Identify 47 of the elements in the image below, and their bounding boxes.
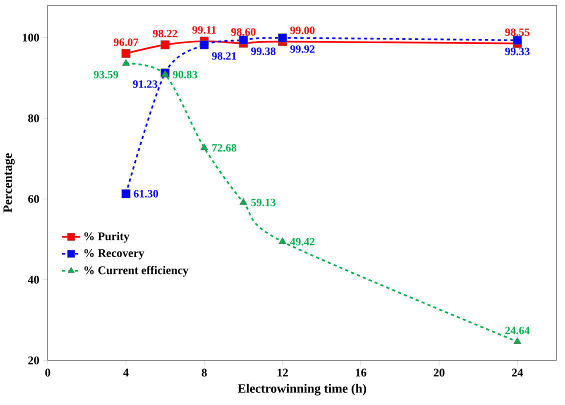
point [512,36,522,45]
legend-label: % Purity [84,232,130,243]
data-label: 59.13 [251,198,276,206]
data-label: 99.11 [192,26,216,34]
y-tick-label: 20 [28,356,39,364]
legend-label: % Current efficiency [84,266,188,277]
point [513,337,522,344]
y-tick-label: 60 [28,195,39,203]
x-tick-label: 20 [434,368,444,377]
point [238,36,248,45]
data-label: 91.23 [132,80,158,88]
data-label: 24.64 [505,326,530,334]
data-label: 72.68 [212,144,236,152]
data-label: 99.00 [290,26,315,34]
data-label: 96.07 [114,38,138,46]
point [200,143,208,150]
y-tick-label: 40 [28,276,39,284]
legend-label: % Recovery [84,249,144,260]
data-label: 98.55 [505,28,530,36]
data-label: 90.83 [172,70,198,78]
x-tick-label: 12 [278,368,288,376]
data-label: 98.60 [231,28,256,36]
point [240,198,248,205]
y-axis-title: Percentage [4,153,15,213]
x-tick-label: 4 [123,368,129,376]
x-axis-title: Electrowinning time (h) [238,384,366,396]
y-tick-label: 100 [22,34,39,42]
data-label: 99.38 [251,48,276,56]
point [122,189,130,198]
point [278,237,286,244]
point [122,59,130,66]
data-label: 99.33 [505,48,530,56]
y-tick-label: 80 [28,114,39,122]
point [278,33,287,42]
point [160,40,170,50]
point [200,40,209,50]
x-tick-label: 24 [512,368,523,376]
x-tick-label: 0 [45,368,50,377]
x-tick-label: 8 [202,368,207,377]
data-label: 61.30 [134,190,158,198]
data-label: 98.22 [152,30,178,38]
data-label: 98.21 [212,52,236,60]
data-label: 49.42 [290,238,315,246]
data-label: 99.92 [290,45,315,53]
data-label: 93.59 [94,70,118,78]
point [122,49,130,58]
x-tick-label: 16 [356,368,366,377]
